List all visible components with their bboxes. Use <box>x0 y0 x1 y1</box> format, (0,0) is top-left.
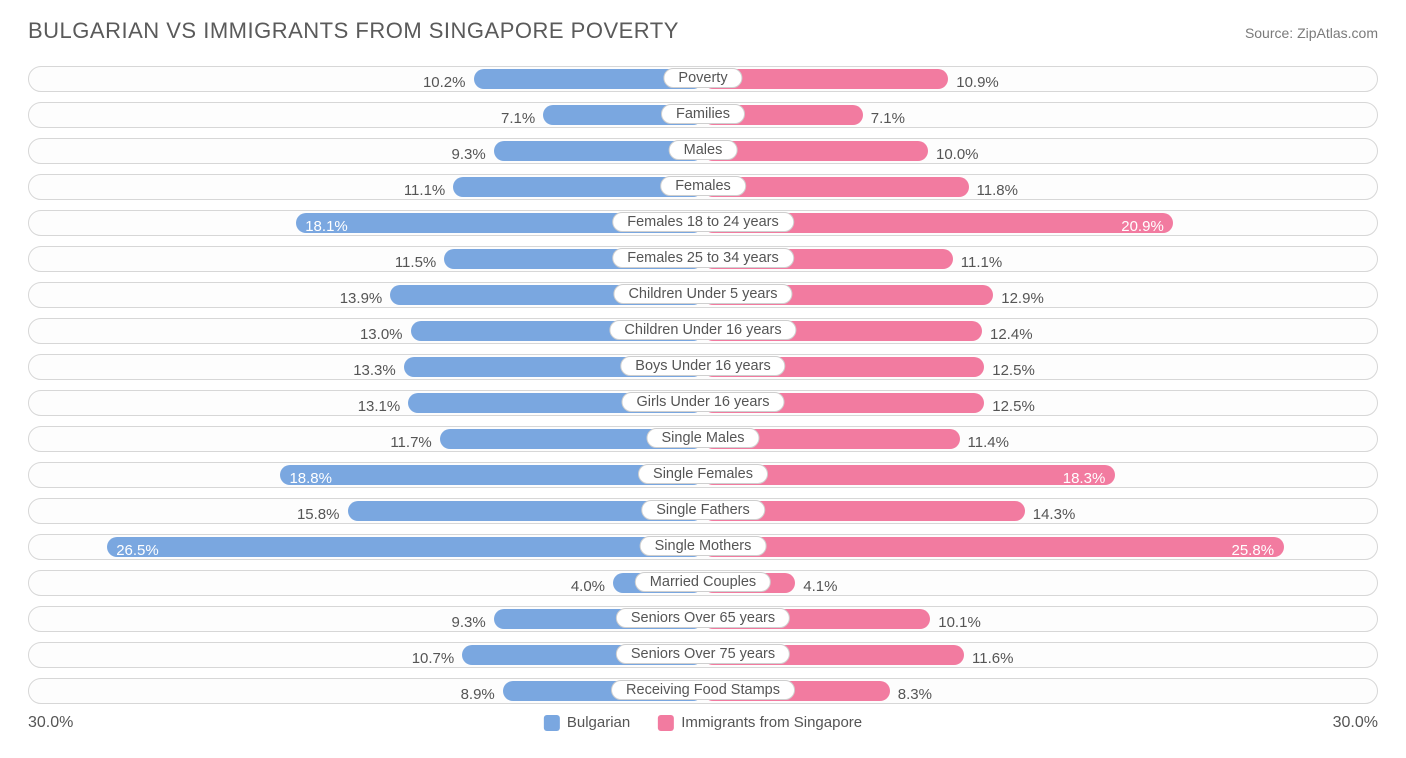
chart-row: 11.5% 11.1% Females 25 to 34 years <box>28 242 1378 276</box>
chart-row: 10.7% 11.6% Seniors Over 75 years <box>28 638 1378 672</box>
legend: Bulgarian Immigrants from Singapore <box>544 714 862 731</box>
value-right: 11.8% <box>977 182 1018 199</box>
value-left: 18.8% <box>289 470 332 487</box>
chart-row: 4.0% 4.1% Married Couples <box>28 566 1378 600</box>
value-right: 11.1% <box>961 254 1002 271</box>
value-right: 12.9% <box>1001 290 1044 307</box>
value-left: 13.9% <box>340 290 383 307</box>
value-right: 11.4% <box>968 434 1009 451</box>
chart-row: 10.2% 10.9% Poverty <box>28 62 1378 96</box>
category-label: Females 18 to 24 years <box>612 212 794 232</box>
category-label: Females 25 to 34 years <box>612 248 794 268</box>
chart-title: BULGARIAN VS IMMIGRANTS FROM SINGAPORE P… <box>28 18 679 44</box>
value-left: 11.7% <box>390 434 431 451</box>
category-label: Seniors Over 65 years <box>616 608 790 628</box>
chart-row: 11.7% 11.4% Single Males <box>28 422 1378 456</box>
category-label: Married Couples <box>635 572 771 592</box>
category-label: Single Females <box>638 464 768 484</box>
value-right: 12.4% <box>990 326 1033 343</box>
chart-source: Source: ZipAtlas.com <box>1245 25 1378 41</box>
legend-swatch-icon <box>658 715 674 731</box>
chart-row: 18.8% 18.3% Single Females <box>28 458 1378 492</box>
legend-item-right: Immigrants from Singapore <box>658 714 862 731</box>
value-right: 12.5% <box>992 398 1035 415</box>
value-left: 10.7% <box>412 650 455 667</box>
category-label: Single Fathers <box>641 500 765 520</box>
chart-row: 8.9% 8.3% Receiving Food Stamps <box>28 674 1378 708</box>
category-label: Children Under 5 years <box>613 284 792 304</box>
chart-row: 13.3% 12.5% Boys Under 16 years <box>28 350 1378 384</box>
chart-header: BULGARIAN VS IMMIGRANTS FROM SINGAPORE P… <box>28 18 1378 44</box>
value-left: 11.5% <box>395 254 436 271</box>
value-right: 10.1% <box>938 614 981 631</box>
value-left: 4.0% <box>571 578 605 595</box>
category-label: Families <box>661 104 745 124</box>
value-left: 18.1% <box>305 218 348 235</box>
bar-right <box>703 537 1284 557</box>
value-right: 10.9% <box>956 74 999 91</box>
axis-max-right: 30.0% <box>1333 714 1378 732</box>
diverging-bar-chart: 10.2% 10.9% Poverty 7.1% 7.1% Families 9.3% 10.… <box>28 62 1378 708</box>
value-left: 13.3% <box>353 362 396 379</box>
value-right: 7.1% <box>871 110 905 127</box>
value-left: 13.1% <box>358 398 401 415</box>
value-left: 11.1% <box>404 182 445 199</box>
value-left: 26.5% <box>116 542 159 559</box>
category-label: Boys Under 16 years <box>620 356 785 376</box>
value-right: 25.8% <box>1232 542 1275 559</box>
axis-max-left: 30.0% <box>28 714 73 732</box>
chart-row: 11.1% 11.8% Females <box>28 170 1378 204</box>
value-left: 8.9% <box>461 686 495 703</box>
category-label: Children Under 16 years <box>609 320 796 340</box>
value-left: 9.3% <box>452 146 486 163</box>
value-left: 7.1% <box>501 110 535 127</box>
category-label: Girls Under 16 years <box>622 392 785 412</box>
chart-row: 13.9% 12.9% Children Under 5 years <box>28 278 1378 312</box>
bar-left <box>107 537 703 557</box>
chart-row: 7.1% 7.1% Families <box>28 98 1378 132</box>
chart-row: 13.0% 12.4% Children Under 16 years <box>28 314 1378 348</box>
category-label: Receiving Food Stamps <box>611 680 795 700</box>
chart-row: 13.1% 12.5% Girls Under 16 years <box>28 386 1378 420</box>
value-right: 20.9% <box>1121 218 1164 235</box>
value-left: 13.0% <box>360 326 403 343</box>
chart-row: 26.5% 25.8% Single Mothers <box>28 530 1378 564</box>
chart-row: 9.3% 10.0% Males <box>28 134 1378 168</box>
value-left: 15.8% <box>297 506 340 523</box>
category-label: Seniors Over 75 years <box>616 644 790 664</box>
category-label: Poverty <box>663 68 742 88</box>
category-label: Males <box>669 140 738 160</box>
value-left: 10.2% <box>423 74 466 91</box>
value-right: 8.3% <box>898 686 932 703</box>
value-left: 9.3% <box>452 614 486 631</box>
category-label: Single Males <box>646 428 759 448</box>
legend-swatch-icon <box>544 715 560 731</box>
category-label: Females <box>660 176 746 196</box>
category-label: Single Mothers <box>640 536 767 556</box>
value-right: 14.3% <box>1033 506 1076 523</box>
value-right: 11.6% <box>972 650 1013 667</box>
legend-item-left: Bulgarian <box>544 714 630 731</box>
chart-row: 9.3% 10.1% Seniors Over 65 years <box>28 602 1378 636</box>
value-right: 18.3% <box>1063 470 1106 487</box>
value-right: 10.0% <box>936 146 979 163</box>
legend-label-left: Bulgarian <box>567 714 630 731</box>
chart-footer: 30.0% Bulgarian Immigrants from Singapor… <box>28 712 1378 738</box>
legend-label-right: Immigrants from Singapore <box>681 714 862 731</box>
chart-row: 18.1% 20.9% Females 18 to 24 years <box>28 206 1378 240</box>
value-right: 4.1% <box>803 578 837 595</box>
chart-row: 15.8% 14.3% Single Fathers <box>28 494 1378 528</box>
value-right: 12.5% <box>992 362 1035 379</box>
